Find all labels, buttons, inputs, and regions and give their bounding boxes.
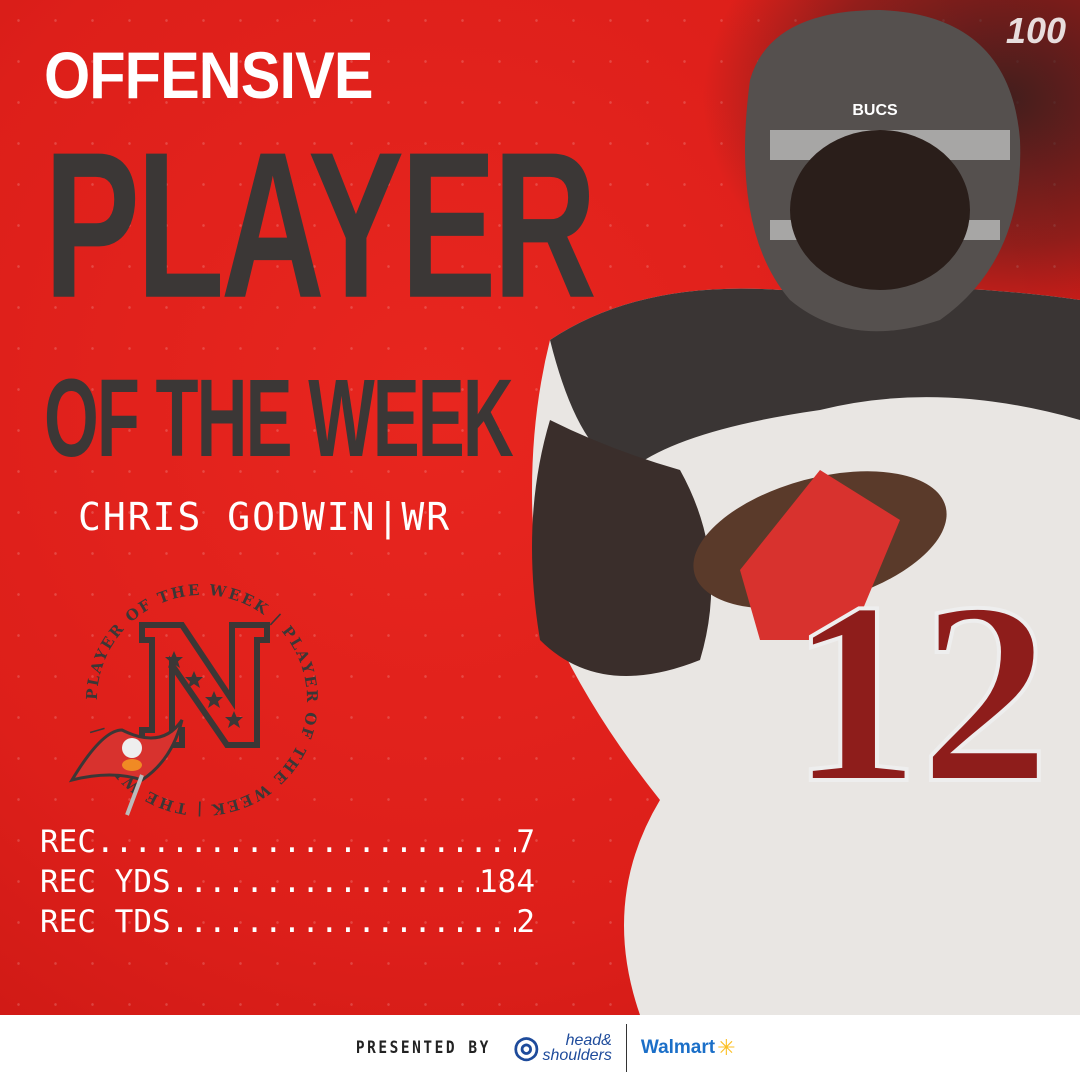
stat-value: 2 bbox=[516, 904, 535, 940]
stat-row-rec-yds: REC YDS............................184 bbox=[40, 864, 535, 900]
player-of-the-week-badge: PLAYER OF THE WEEK | PLAYER OF THE WEEK … bbox=[68, 581, 321, 819]
nfc-n-logo bbox=[139, 622, 270, 748]
svg-text:PLAYER OF THE WEEK | PLAYER OF: PLAYER OF THE WEEK | PLAYER OF THE WEEK … bbox=[83, 581, 321, 819]
title-of-the-week: OF THE WEEK bbox=[44, 357, 514, 480]
sponsor-divider bbox=[625, 1023, 627, 1072]
stat-row-rec-tds: REC TDS............................2 bbox=[40, 904, 535, 940]
sponsor-footer: PRESENTED BY ◎ head& shoulders Walmart ✳ bbox=[0, 1015, 1080, 1080]
jersey-number: 12 bbox=[790, 549, 1050, 837]
title-player: PLAYER bbox=[44, 109, 597, 342]
head-and-shoulders-logo: ◎ head& shoulders bbox=[513, 1031, 612, 1064]
stat-row-rec: REC............................7 bbox=[40, 824, 535, 860]
walmart-spark-icon: ✳ bbox=[717, 1034, 736, 1060]
walmart-logo: Walmart bbox=[640, 1036, 716, 1058]
title-offensive: OFFENSIVE bbox=[44, 38, 373, 112]
stat-label: REC YDS bbox=[40, 864, 171, 900]
player-name-position: CHRIS GODWIN|WR bbox=[78, 495, 452, 539]
nfl-100-logo: 100 bbox=[1005, 10, 1066, 51]
stats-list: REC............................7 REC YDS… bbox=[40, 822, 535, 942]
helmet-text: BUCS bbox=[852, 102, 898, 119]
swirl-icon: ◎ bbox=[513, 1031, 540, 1064]
sponsor1-line1: head& bbox=[565, 1031, 612, 1049]
sponsor1-line2: shoulders bbox=[542, 1046, 612, 1064]
player-photo: BUCS 12 bbox=[532, 10, 1080, 1015]
stat-value: 184 bbox=[479, 864, 535, 900]
presented-by-label: PRESENTED BY bbox=[356, 1037, 492, 1058]
stat-value: 7 bbox=[516, 824, 535, 860]
stat-label: REC TDS bbox=[40, 904, 171, 940]
buccaneers-flag-logo bbox=[68, 719, 184, 816]
badge-ring-text: PLAYER OF THE WEEK | PLAYER OF THE WEEK … bbox=[83, 581, 319, 819]
stat-label: REC bbox=[40, 824, 96, 860]
